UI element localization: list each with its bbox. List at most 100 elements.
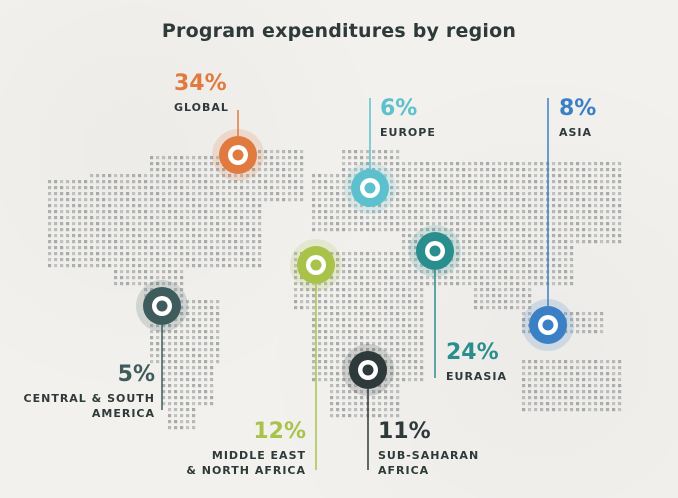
map-dot [288, 174, 292, 178]
map-dot [342, 402, 346, 406]
map-dot [348, 264, 352, 268]
name-europe: EUROPE [380, 126, 436, 139]
map-dot [366, 270, 370, 274]
map-dot [432, 168, 436, 172]
map-dot [522, 396, 526, 400]
map-dot [324, 306, 328, 310]
map-dot [186, 180, 190, 184]
map-dot [402, 258, 406, 262]
map-dot [168, 204, 172, 208]
map-dot [540, 408, 544, 412]
map-dot [246, 216, 250, 220]
map-dot [600, 180, 604, 184]
map-dot [534, 396, 538, 400]
map-dot [234, 174, 238, 178]
map-dot [612, 378, 616, 382]
map-dot [360, 210, 364, 214]
map-dot [204, 336, 208, 340]
map-dot [582, 228, 586, 232]
map-dot [498, 216, 502, 220]
map-dot [468, 210, 472, 214]
map-dot [156, 168, 160, 172]
map-dot [240, 198, 244, 202]
map-dot [558, 234, 562, 238]
map-dot [618, 168, 622, 172]
map-dot [78, 210, 82, 214]
map-dot [168, 420, 172, 424]
map-dot [354, 336, 358, 340]
map-dot [516, 252, 520, 256]
map-dot [90, 264, 94, 268]
map-dot [432, 174, 436, 178]
map-dot [294, 186, 298, 190]
map-dot [504, 264, 508, 268]
map-dot [354, 294, 358, 298]
map-dot [246, 192, 250, 196]
map-dot [414, 234, 418, 238]
map-dot [192, 258, 196, 262]
map-dot [420, 264, 424, 268]
map-dot [450, 162, 454, 166]
map-dot [564, 408, 568, 412]
map-dot [294, 252, 298, 256]
map-dot [126, 246, 130, 250]
map-dot [240, 258, 244, 262]
map-dot [510, 270, 514, 274]
map-dot [372, 228, 376, 232]
map-dot [222, 174, 226, 178]
map-dot [294, 282, 298, 286]
map-dot [198, 180, 202, 184]
map-dot [192, 198, 196, 202]
map-dot [534, 360, 538, 364]
map-dot [570, 186, 574, 190]
map-dot [180, 360, 184, 364]
map-dot [480, 306, 484, 310]
map-dot [510, 168, 514, 172]
map-dot [462, 252, 466, 256]
map-dot [498, 228, 502, 232]
map-dot [360, 348, 364, 352]
map-dot [528, 228, 532, 232]
map-dot [336, 396, 340, 400]
map-dot [228, 234, 232, 238]
map-dot [450, 180, 454, 184]
map-dot [552, 264, 556, 268]
map-dot [522, 330, 526, 334]
map-dot [192, 360, 196, 364]
map-dot [150, 210, 154, 214]
map-dot [66, 180, 70, 184]
map-dot [324, 282, 328, 286]
map-dot [168, 426, 172, 430]
map-dot [516, 162, 520, 166]
map-dot [384, 222, 388, 226]
map-dot [294, 156, 298, 160]
map-dot [534, 402, 538, 406]
map-dot [534, 186, 538, 190]
map-dot [342, 288, 346, 292]
map-dot [48, 240, 52, 244]
map-dot [186, 426, 190, 430]
map-dot [420, 162, 424, 166]
map-dot [552, 234, 556, 238]
map-dot [378, 252, 382, 256]
map-dot [504, 210, 508, 214]
map-dot [402, 330, 406, 334]
map-dot [318, 204, 322, 208]
map-dot [102, 198, 106, 202]
map-dot [450, 174, 454, 178]
map-dot [156, 246, 160, 250]
map-dot [132, 264, 136, 268]
map-dot [204, 240, 208, 244]
map-dot [144, 180, 148, 184]
map-dot [228, 186, 232, 190]
map-dot [618, 234, 622, 238]
map-dot [198, 366, 202, 370]
map-dot [444, 276, 448, 280]
map-dot [150, 186, 154, 190]
map-dot [312, 372, 316, 376]
map-dot [312, 192, 316, 196]
map-dot [378, 318, 382, 322]
map-dot [330, 354, 334, 358]
map-dot [600, 384, 604, 388]
map-dot [396, 306, 400, 310]
